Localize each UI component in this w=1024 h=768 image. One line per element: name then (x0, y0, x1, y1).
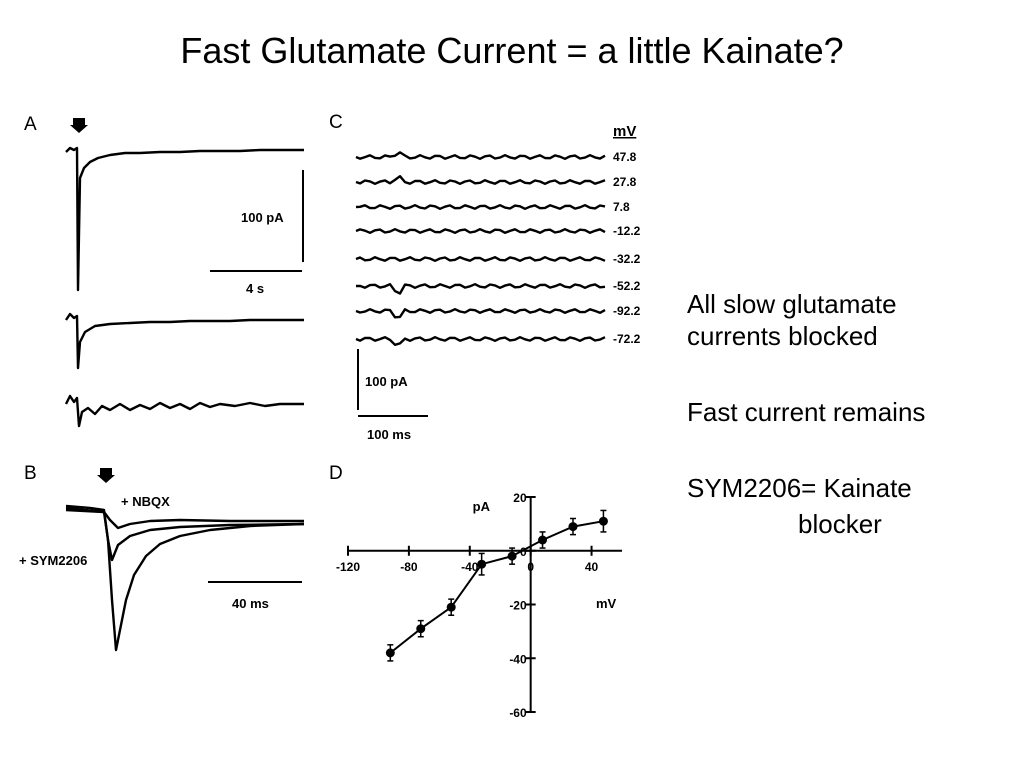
panel-c-voltage-label: -12.2 (613, 224, 641, 238)
panel-c-voltage-label: -52.2 (613, 279, 641, 293)
panel-d-iv-plot: -120 -80 -40 0 40 20 0 -20 -40 -60 pA mV (336, 491, 622, 720)
panel-c-voltage-label: -92.2 (613, 304, 641, 318)
arrow-down-icon (70, 118, 88, 133)
panel-b-trace-sym2206 (65, 506, 305, 562)
panel-a-trace-2 (65, 312, 304, 370)
side-text-line-2: currents blocked (687, 321, 878, 351)
data-point (385, 648, 395, 658)
side-text-line-4: SYM2206= Kainate (687, 473, 912, 503)
panel-a: 100 pA 4 s (64, 118, 304, 428)
panel-c-trace (355, 204, 606, 210)
panel-c-letter: C (329, 112, 343, 133)
data-point (477, 559, 487, 569)
data-point (446, 602, 456, 612)
panel-d-letter: D (329, 463, 343, 484)
y-tick-label: 0 (520, 545, 527, 559)
panel-c-voltage-label: -32.2 (613, 252, 641, 266)
arrow-down-icon (97, 468, 115, 483)
panel-a-trace-1 (65, 146, 304, 292)
panel-c-trace (355, 336, 606, 346)
y-tick-label: -40 (509, 652, 527, 666)
panel-a-letter: A (24, 114, 37, 135)
side-text-line-1: All slow glutamate (687, 289, 897, 319)
data-line (389, 520, 604, 654)
panel-a-trace-3 (64, 394, 304, 428)
y-tick-label: 20 (513, 491, 527, 505)
panel-c: mV 47.827.87.8-12.2-32.2-52.2-92.2-72.2 … (355, 123, 641, 442)
y-axis-label: pA (473, 499, 491, 514)
y-tick-label: -60 (509, 706, 527, 720)
x-tick-label: 0 (527, 560, 534, 574)
panel-c-trace (355, 283, 606, 295)
panel-b-time-scale-label: 40 ms (232, 596, 269, 611)
panel-c-trace (355, 308, 606, 319)
side-text-line-5: blocker (798, 509, 882, 539)
panel-c-voltage-label: 7.8 (613, 200, 630, 214)
panel-c-voltage-label: -72.2 (613, 332, 641, 346)
data-point (416, 624, 426, 634)
panel-b-sym2206-label: + SYM2206 (19, 553, 87, 568)
data-point (538, 535, 548, 545)
panel-c-current-scale-label: 100 pA (365, 374, 408, 389)
data-point (568, 522, 578, 532)
panel-c-traces: 47.8 27.8 7.8 -12.2 -32.2 -52.2 -92.2 -72.2 (355, 150, 641, 346)
panel-c-trace (355, 228, 606, 234)
x-tick-label: -40 (461, 560, 479, 574)
panel-b-letter: B (24, 463, 37, 484)
x-tick-label: -80 (400, 560, 418, 574)
data-point (598, 516, 608, 526)
panel-b: + NBQX + SYM2206 40 ms (19, 468, 305, 652)
panel-c-unit-header: mV (613, 123, 636, 140)
panel-c-voltage-label: 47.8 (613, 150, 637, 164)
side-text-line-3: Fast current remains (687, 397, 926, 427)
panel-c-trace (355, 256, 606, 262)
panel-c-voltage-label: 27.8 (613, 175, 637, 189)
y-tick-label: -20 (509, 599, 527, 613)
panel-b-trace-nbqx (65, 508, 304, 530)
panel-b-nbqx-label: + NBQX (121, 494, 170, 509)
data-point (507, 551, 517, 561)
x-tick-label: -120 (336, 560, 360, 574)
panel-c-trace (355, 175, 606, 185)
slide-title: Fast Glutamate Current = a little Kainat… (180, 30, 844, 71)
x-tick-label: 40 (585, 560, 599, 574)
x-axis-label: mV (596, 596, 617, 611)
panel-c-trace (355, 151, 606, 160)
panel-c-time-scale-label: 100 ms (367, 427, 411, 442)
panel-a-current-scale-label: 100 pA (241, 210, 284, 225)
panel-a-time-scale-label: 4 s (246, 281, 264, 296)
